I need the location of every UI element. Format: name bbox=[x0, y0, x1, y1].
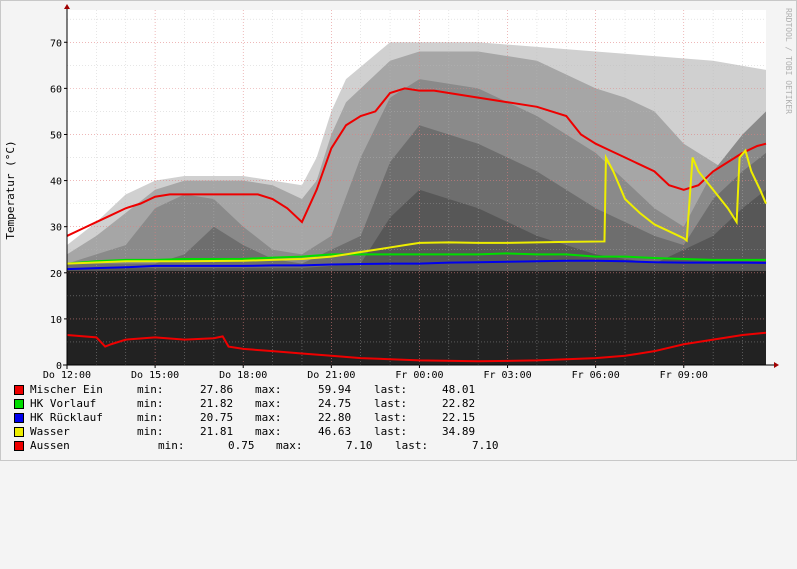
legend-min-label: min: bbox=[137, 397, 164, 410]
legend: Mischer Ein min: 27.86 max: 59.94 last: … bbox=[14, 383, 41, 453]
legend-swatch bbox=[14, 399, 24, 409]
legend-min-label: min: bbox=[158, 439, 185, 452]
legend-label: Mischer Ein bbox=[30, 383, 103, 396]
y-tick-label: 60 bbox=[50, 84, 62, 95]
x-tick-label: Fr 03:00 bbox=[483, 370, 531, 381]
y-tick-label: 20 bbox=[50, 269, 62, 280]
dark-band bbox=[67, 271, 766, 365]
legend-swatch bbox=[14, 413, 24, 423]
legend-swatch bbox=[14, 441, 24, 451]
x-tick-label: Fr 00:00 bbox=[395, 370, 443, 381]
legend-swatch bbox=[14, 385, 24, 395]
legend-row: Mischer Ein min: 27.86 max: 59.94 last: … bbox=[14, 383, 41, 397]
legend-max: 7.10 bbox=[346, 439, 373, 452]
legend-last: 22.15 bbox=[442, 411, 475, 424]
legend-max: 24.75 bbox=[318, 397, 351, 410]
y-tick-label: 70 bbox=[50, 38, 62, 49]
legend-min: 27.86 bbox=[200, 383, 233, 396]
y-tick-label: 10 bbox=[50, 315, 62, 326]
legend-max: 22.80 bbox=[318, 411, 351, 424]
legend-last: 34.89 bbox=[442, 425, 475, 438]
legend-max-label: max: bbox=[255, 383, 282, 396]
legend-last: 48.01 bbox=[442, 383, 475, 396]
y-axis-arrow bbox=[64, 4, 70, 9]
legend-row: Wasser min: 21.81 max: 46.63 last: 34.89 bbox=[14, 425, 41, 439]
legend-max-label: max: bbox=[255, 411, 282, 424]
legend-min: 21.81 bbox=[200, 425, 233, 438]
y-axis-label: Temperatur (°C) bbox=[4, 140, 17, 239]
legend-row: Aussen min: 0.75 max: 7.10 last: 7.10 bbox=[14, 439, 41, 453]
legend-min-label: min: bbox=[137, 411, 164, 424]
x-axis-arrow bbox=[774, 362, 779, 368]
legend-label: HK Vorlauf bbox=[30, 397, 96, 410]
x-tick-label: Do 15:00 bbox=[131, 370, 179, 381]
legend-last-label: last: bbox=[395, 439, 428, 452]
legend-last-label: last: bbox=[374, 397, 407, 410]
legend-last: 7.10 bbox=[472, 439, 499, 452]
x-tick-label: Do 12:00 bbox=[43, 370, 91, 381]
legend-max-label: max: bbox=[255, 397, 282, 410]
legend-last-label: last: bbox=[374, 425, 407, 438]
watermark: RRDTOOL / TOBI OETIKER bbox=[784, 8, 793, 114]
legend-last-label: last: bbox=[374, 383, 407, 396]
legend-max: 59.94 bbox=[318, 383, 351, 396]
legend-max-label: max: bbox=[255, 425, 282, 438]
legend-row: HK Vorlauf min: 21.82 max: 24.75 last: 2… bbox=[14, 397, 41, 411]
legend-max-label: max: bbox=[276, 439, 303, 452]
legend-last-label: last: bbox=[374, 411, 407, 424]
legend-label: HK Rücklauf bbox=[30, 411, 103, 424]
y-tick-label: 30 bbox=[50, 223, 62, 234]
legend-min: 20.75 bbox=[200, 411, 233, 424]
legend-min-label: min: bbox=[137, 383, 164, 396]
legend-min: 0.75 bbox=[228, 439, 255, 452]
legend-swatch bbox=[14, 427, 24, 437]
legend-last: 22.82 bbox=[442, 397, 475, 410]
legend-max: 46.63 bbox=[318, 425, 351, 438]
legend-label: Wasser bbox=[30, 425, 70, 438]
x-tick-label: Fr 09:00 bbox=[660, 370, 708, 381]
legend-min: 21.82 bbox=[200, 397, 233, 410]
legend-row: HK Rücklauf min: 20.75 max: 22.80 last: … bbox=[14, 411, 41, 425]
y-tick-label: 50 bbox=[50, 130, 62, 141]
legend-min-label: min: bbox=[137, 425, 164, 438]
legend-label: Aussen bbox=[30, 439, 70, 452]
x-tick-label: Fr 06:00 bbox=[572, 370, 620, 381]
y-tick-label: 40 bbox=[50, 177, 62, 188]
x-tick-label: Do 18:00 bbox=[219, 370, 267, 381]
x-tick-label: Do 21:00 bbox=[307, 370, 355, 381]
